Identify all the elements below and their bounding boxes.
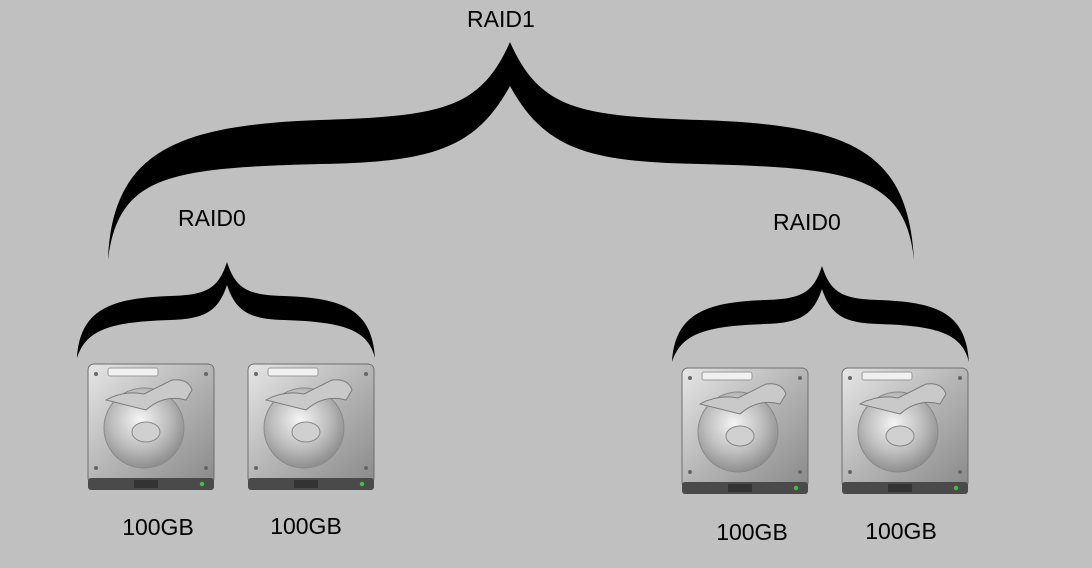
disk-capacity-label: 100GB <box>122 514 194 540</box>
raid0-left-brace <box>77 262 375 358</box>
raid0-right-brace <box>672 266 969 362</box>
hard-drive-icon <box>681 367 809 494</box>
raid1-brace <box>108 42 914 260</box>
disk-capacity-label: 100GB <box>270 513 342 539</box>
disk-capacity-label: 100GB <box>865 518 937 544</box>
hard-drive-icon <box>87 363 215 490</box>
disk-capacity-label: 100GB <box>716 519 788 545</box>
raid0-left-label: RAID0 <box>178 205 246 231</box>
raid1-label: RAID1 <box>467 6 535 32</box>
raid0-right-label: RAID0 <box>773 209 841 235</box>
hard-drive-icon <box>841 367 969 494</box>
hard-drive-icon <box>247 363 375 490</box>
